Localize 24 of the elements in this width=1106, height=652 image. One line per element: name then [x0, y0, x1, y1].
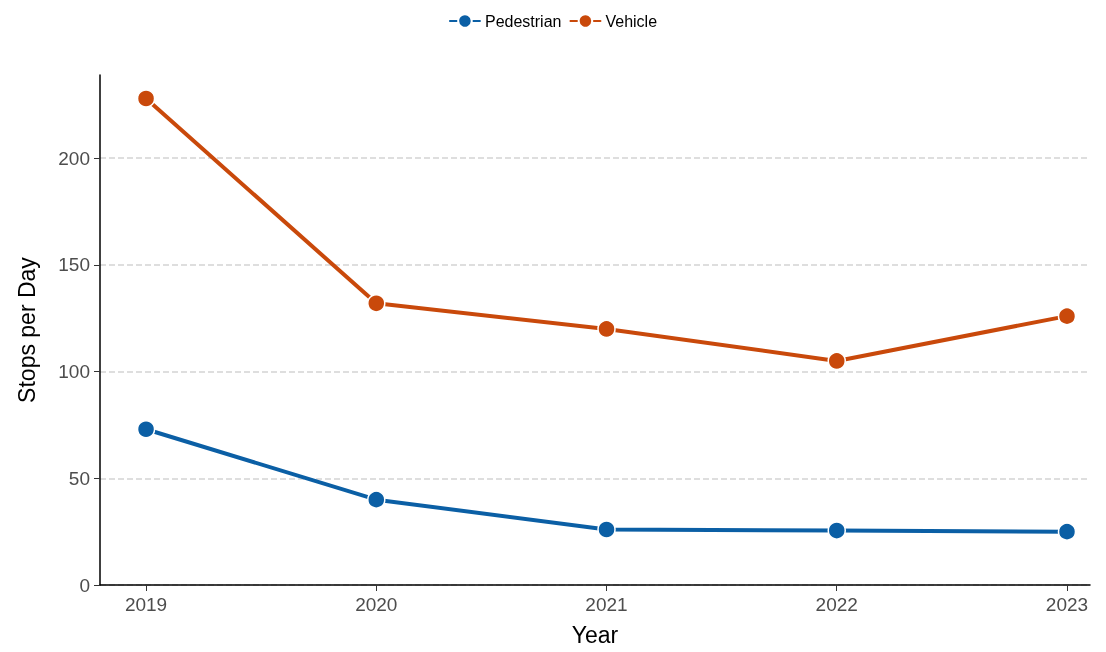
- y-tick-label: 0: [79, 574, 90, 596]
- x-tick-label: 2022: [815, 594, 858, 615]
- point: [367, 294, 386, 313]
- point: [1057, 306, 1077, 326]
- point: [1057, 522, 1077, 541]
- legend-label: Pedestrian: [484, 12, 562, 30]
- y-axis-title: Stops per Day: [13, 256, 40, 403]
- point: [136, 89, 156, 108]
- legend-label: Vehicle: [605, 12, 658, 30]
- point: [597, 319, 616, 339]
- point: [136, 419, 156, 439]
- point: [827, 521, 846, 540]
- x-axis-title: Year: [571, 621, 619, 648]
- x-tick-label: 2019: [124, 594, 168, 615]
- y-tick-label: 200: [58, 147, 90, 169]
- x-tick-label: 2020: [355, 594, 398, 615]
- y-tick-label: 50: [68, 467, 90, 489]
- y-tick-label: 150: [58, 254, 90, 276]
- point: [597, 520, 616, 539]
- point: [367, 490, 386, 509]
- x-tick-label: 2021: [585, 594, 628, 615]
- y-tick-label: 100: [58, 361, 90, 383]
- x-tick-label: 2023: [1045, 594, 1089, 615]
- point: [827, 351, 846, 371]
